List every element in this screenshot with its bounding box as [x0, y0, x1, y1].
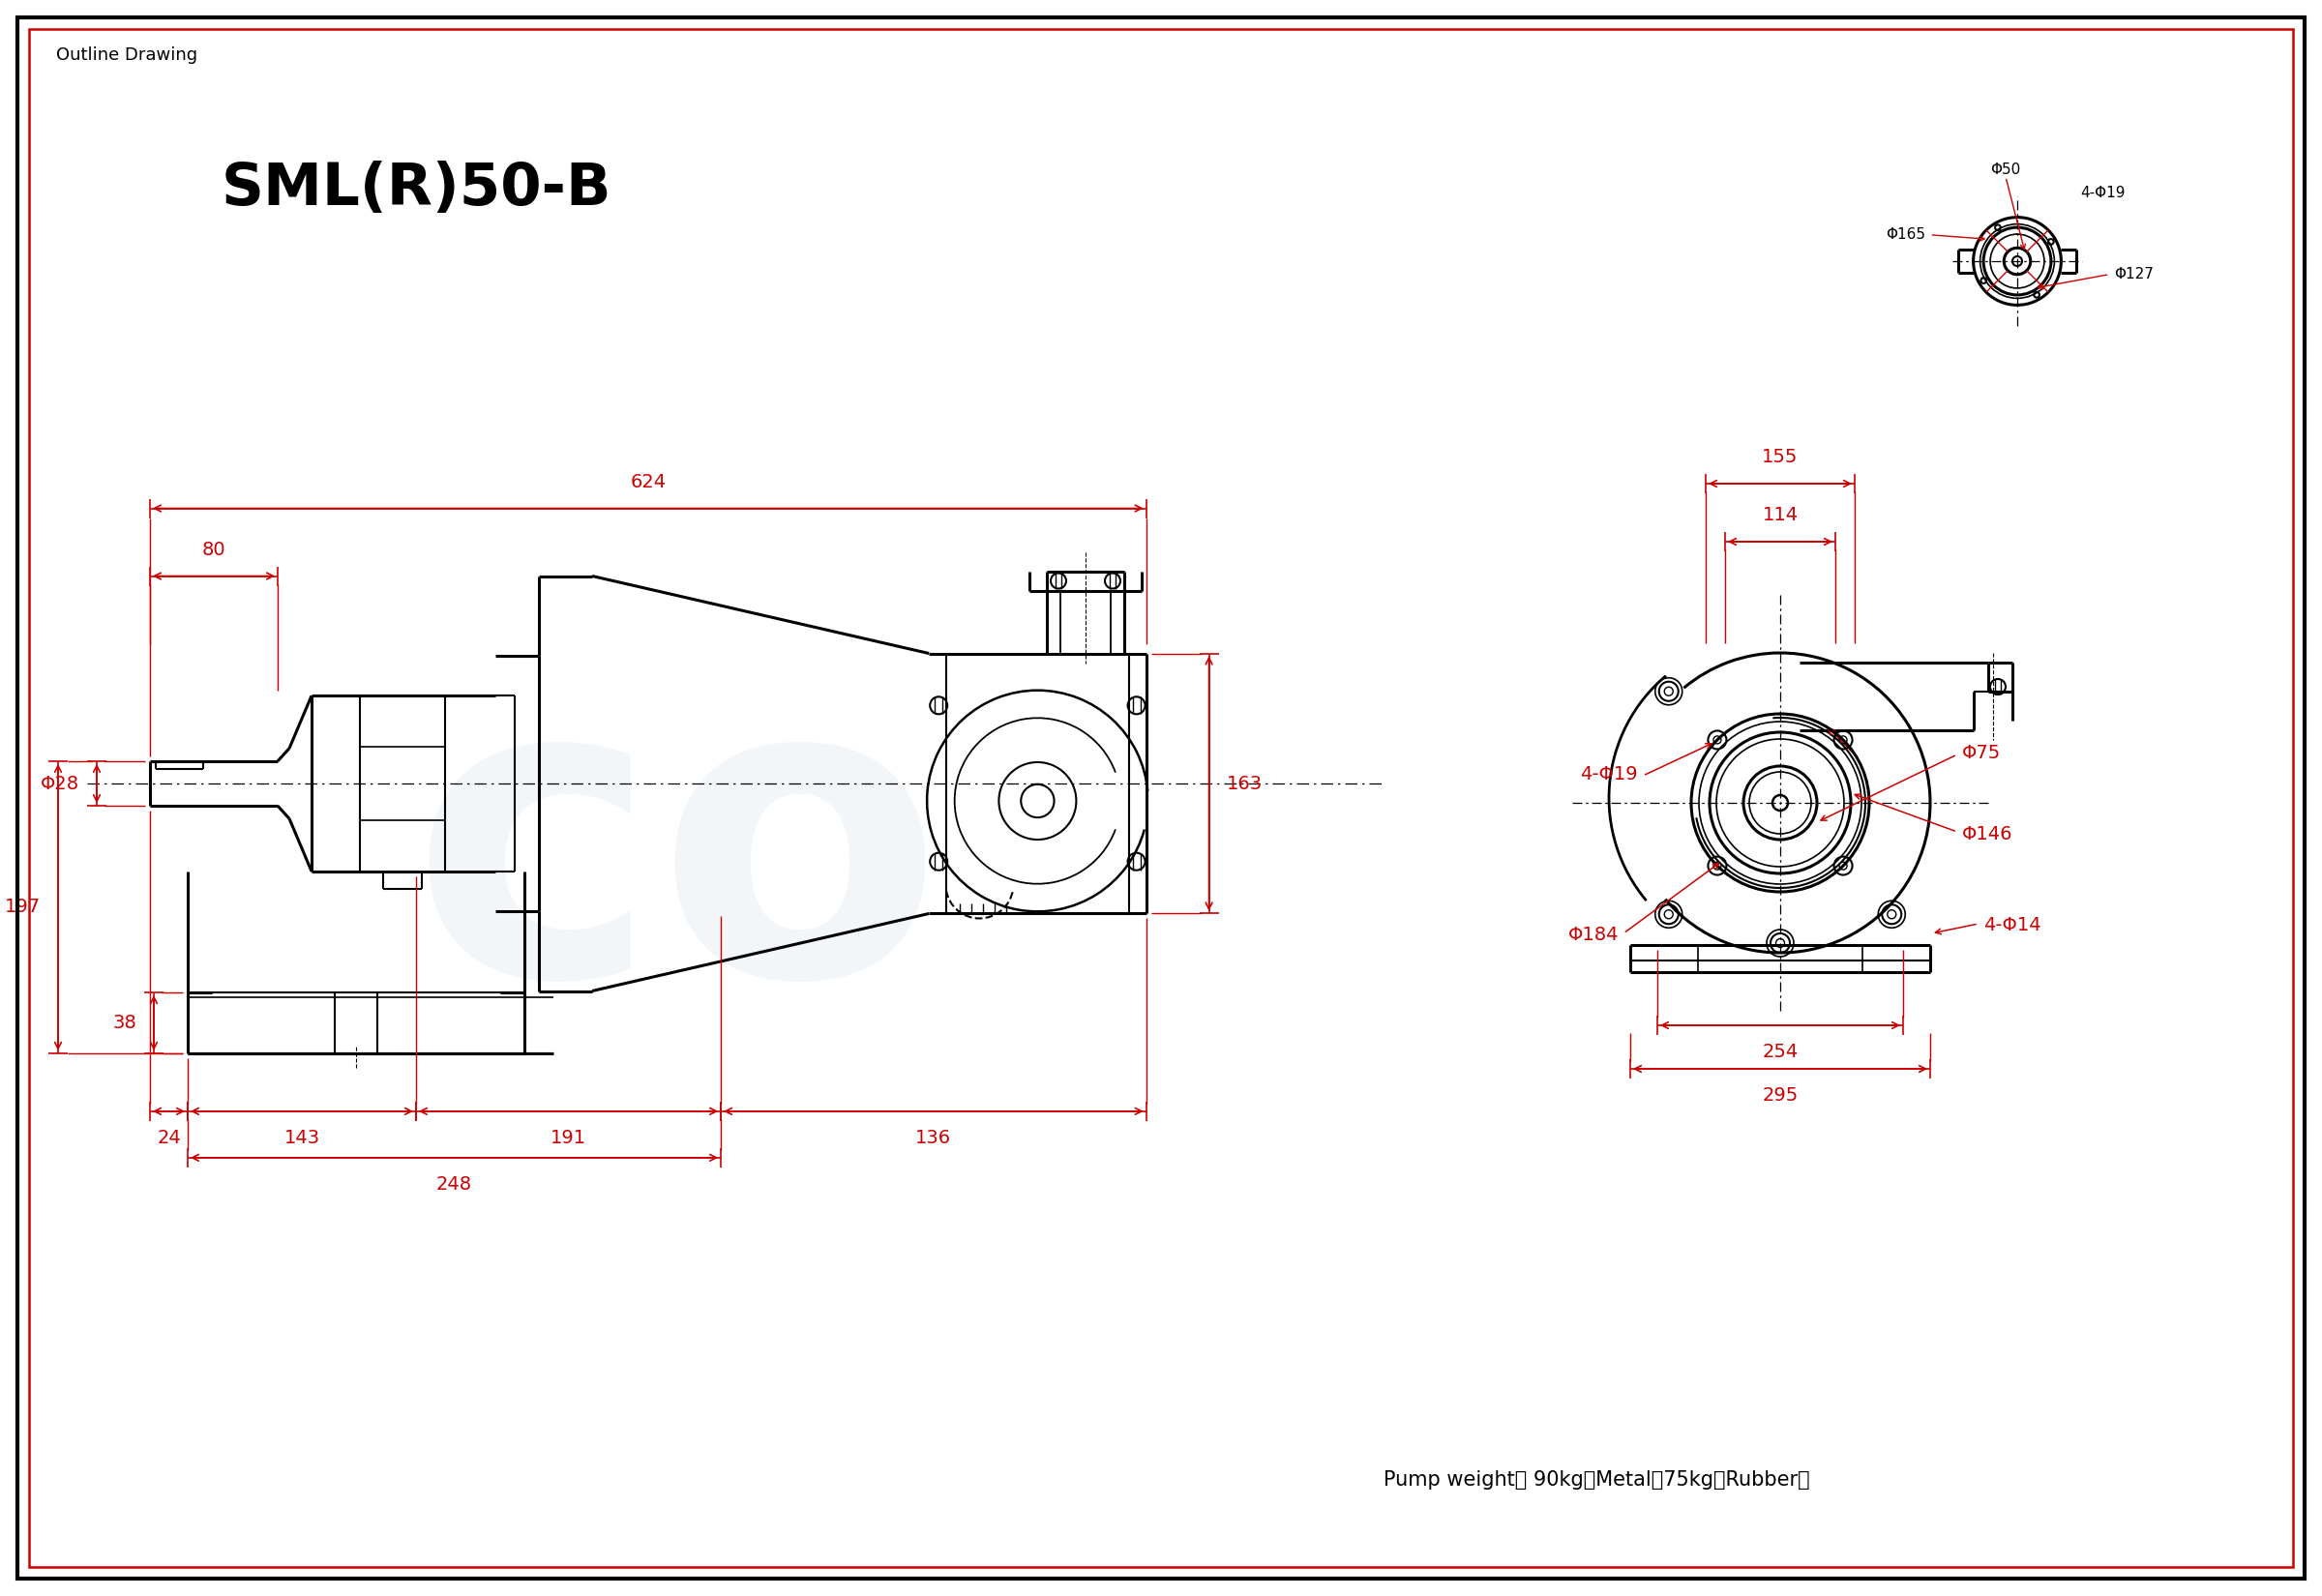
- Text: Φ184: Φ184: [1567, 926, 1618, 945]
- Text: 80: 80: [202, 539, 225, 559]
- Text: 155: 155: [1762, 448, 1797, 466]
- Text: 114: 114: [1762, 506, 1797, 523]
- Text: Φ146: Φ146: [1962, 825, 2013, 843]
- Text: 24: 24: [158, 1128, 181, 1148]
- Text: 4-Φ14: 4-Φ14: [1983, 916, 2041, 935]
- Text: Φ165: Φ165: [1885, 228, 1925, 243]
- Text: Φ127: Φ127: [2115, 267, 2155, 281]
- Text: 624: 624: [629, 472, 666, 492]
- Text: 143: 143: [283, 1128, 320, 1148]
- Text: 254: 254: [1762, 1042, 1797, 1061]
- Text: Pump weight： 90kg（Metal）75kg（Rubber）: Pump weight： 90kg（Metal）75kg（Rubber）: [1384, 1470, 1809, 1489]
- Text: SML(R)50-B: SML(R)50-B: [221, 160, 611, 217]
- Text: 197: 197: [5, 899, 42, 916]
- Text: 191: 191: [550, 1128, 587, 1148]
- Text: Φ75: Φ75: [1962, 744, 2002, 761]
- Text: 136: 136: [915, 1128, 952, 1148]
- Text: 4-Φ19: 4-Φ19: [1581, 764, 1637, 784]
- Text: 4-Φ19: 4-Φ19: [2081, 185, 2125, 201]
- Text: Φ50: Φ50: [1990, 163, 2020, 177]
- Text: 248: 248: [437, 1175, 471, 1194]
- Text: 163: 163: [1226, 774, 1263, 793]
- Text: co: co: [411, 659, 943, 1063]
- Text: Φ28: Φ28: [39, 774, 79, 793]
- Text: 295: 295: [1762, 1087, 1797, 1104]
- Text: Outline Drawing: Outline Drawing: [56, 46, 197, 64]
- Text: 38: 38: [111, 1013, 137, 1033]
